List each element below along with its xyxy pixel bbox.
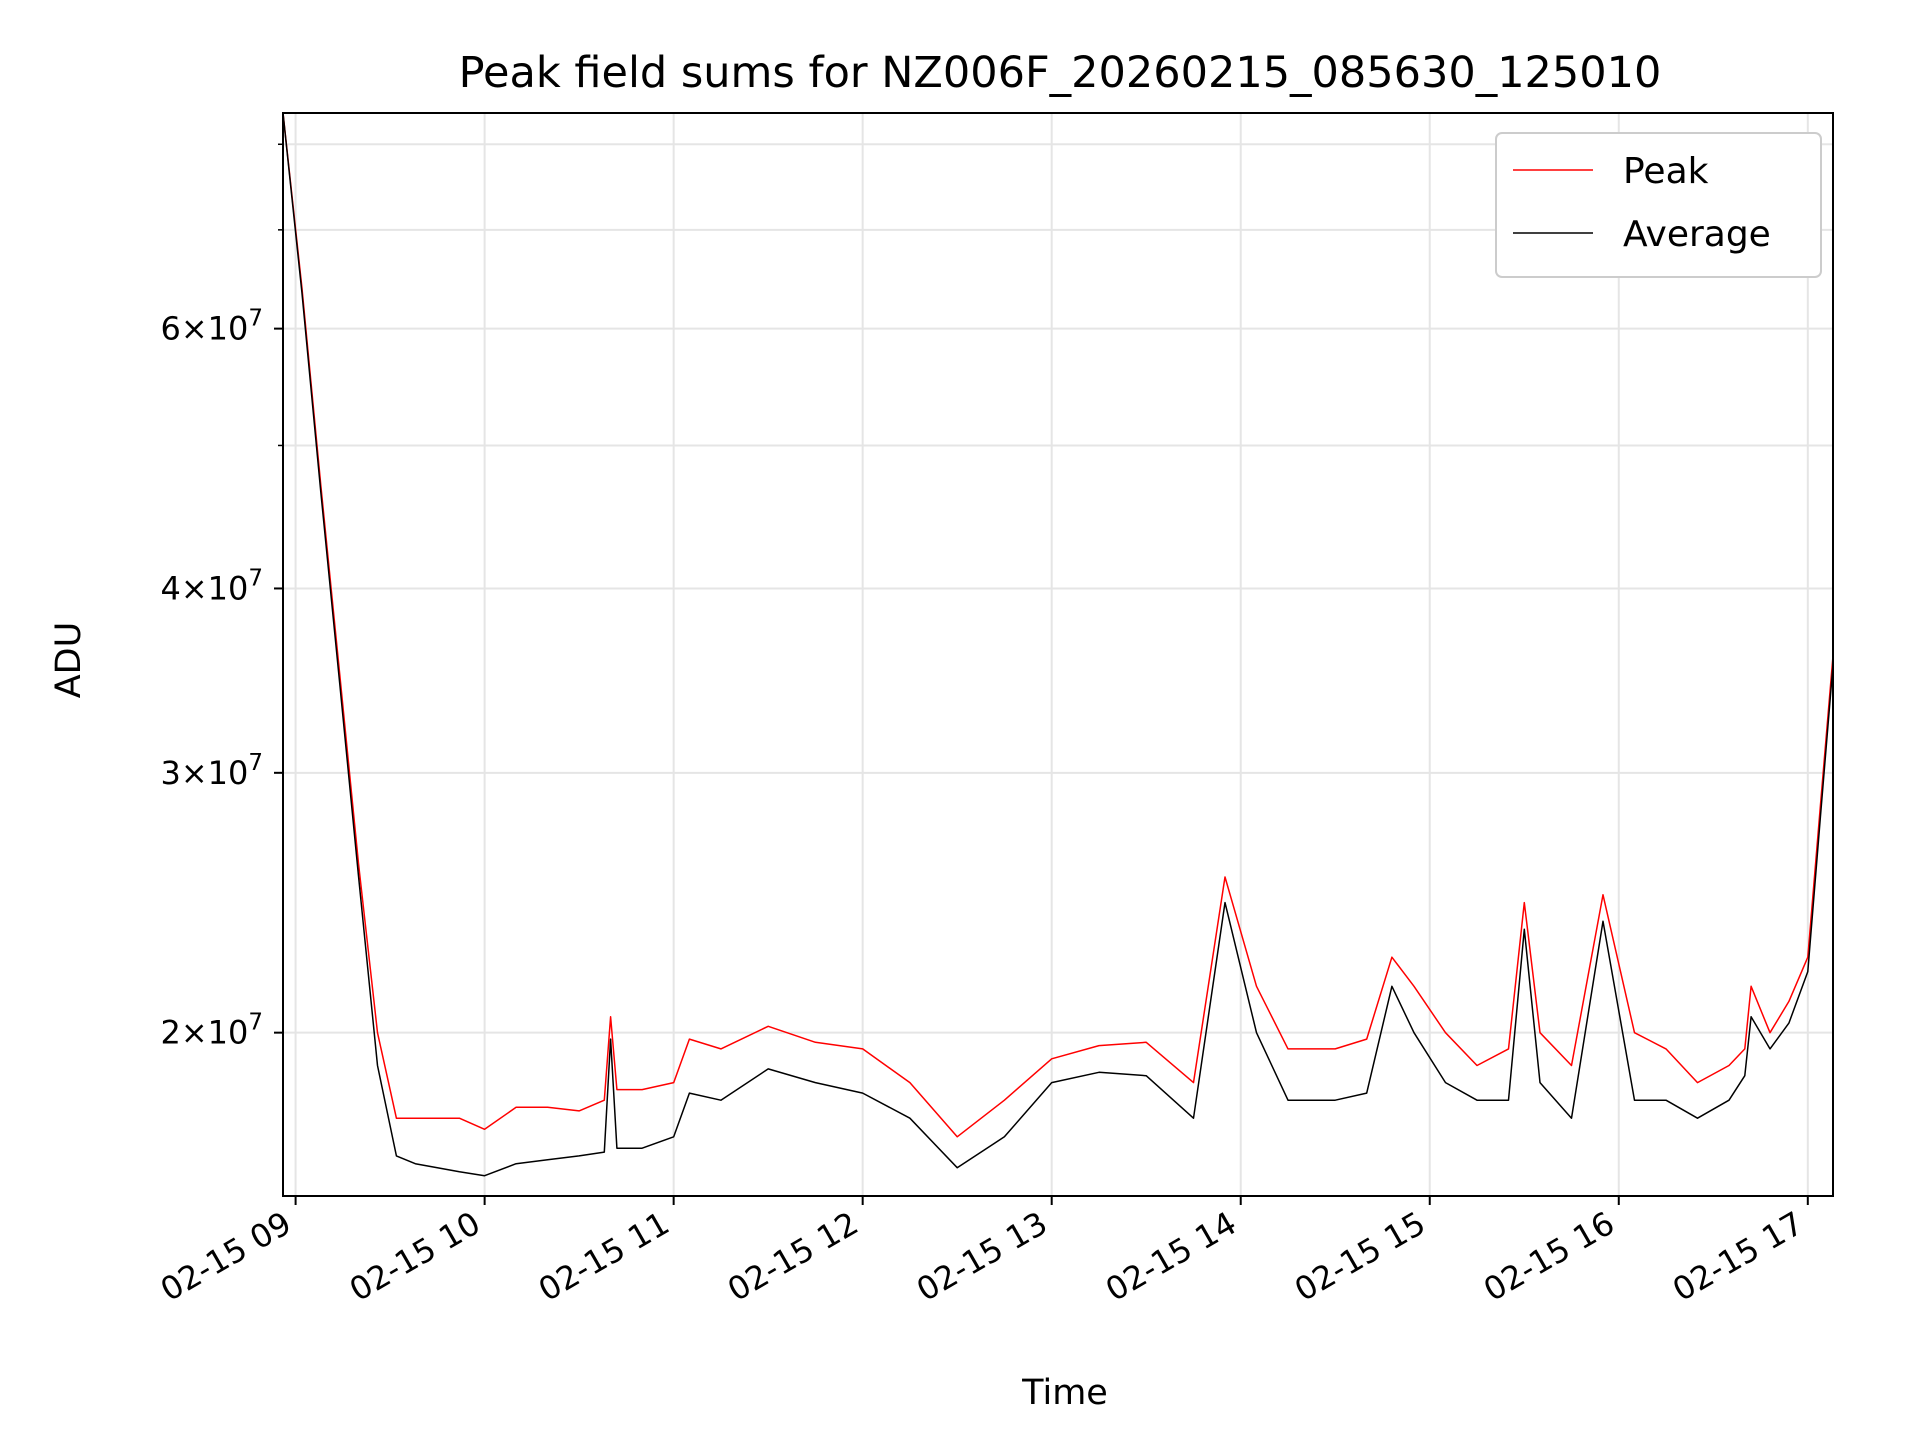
series-line-average [282,112,1834,1177]
y-axis-label: ADU [49,622,89,699]
legend: Peak Average [1495,132,1822,278]
plot-frame [282,112,1834,1197]
grid [283,113,1833,1196]
y-tick-label: 2×107 [160,1010,263,1052]
y-tick-label: 4×107 [160,565,263,607]
chart-title: Peak field sums for NZ006F_20260215_0856… [459,48,1662,98]
y-axis: 2×107 3×107 4×107 6×107 [160,143,283,1052]
legend-box [1495,132,1822,278]
y-tick-label: 6×107 [160,306,263,348]
plot-series [282,112,1834,1177]
legend-label-peak: Peak [1623,151,1709,192]
legend-label-average: Average [1623,214,1771,255]
series-line-peak [282,112,1834,1138]
y-tick-label: 3×107 [160,750,263,792]
x-axis-label: Time [1021,1373,1108,1413]
